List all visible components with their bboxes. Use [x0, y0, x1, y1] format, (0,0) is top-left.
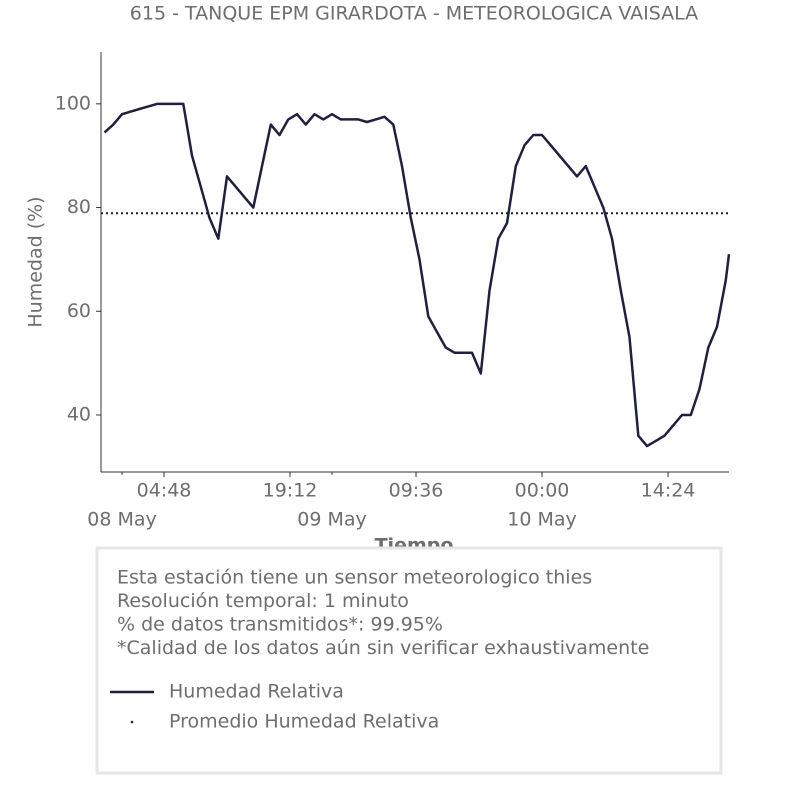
legend-label: Humedad Relativa	[169, 681, 344, 703]
humidity-line	[103, 102, 731, 448]
info-note: Resolución temporal: 1 minuto	[117, 590, 409, 612]
legend-label: Promedio Humedad Relativa	[169, 711, 439, 733]
y-tick-label: 80	[67, 196, 91, 218]
x-tick-label: 09:36	[389, 480, 444, 502]
x-minor-tick-label: 08 May	[87, 509, 157, 531]
info-box	[95, 546, 723, 775]
x-minor-tick-label: 09 May	[297, 509, 367, 531]
x-tick-label: 14:24	[641, 480, 696, 502]
x-tick-label: 04:48	[137, 480, 192, 502]
y-axis-label: Humedad (%)	[25, 196, 47, 327]
chart-title: 615 - TANQUE EPM GIRARDOTA - METEOROLOGI…	[130, 3, 698, 25]
x-minor-tick-label: 10 May	[507, 509, 577, 531]
y-tick-label: 100	[55, 92, 91, 114]
y-tick-label: 40	[67, 403, 91, 425]
y-tick-label: 60	[67, 300, 91, 322]
x-tick-label: 00:00	[515, 480, 570, 502]
info-note: *Calidad de los datos aún sin verificar …	[117, 637, 649, 659]
legend-dot-sample	[130, 720, 134, 724]
info-note: Esta estación tiene un sensor meteorolog…	[117, 567, 592, 589]
info-note: % de datos transmitidos*: 99.95%	[117, 614, 443, 636]
x-tick-label: 19:12	[263, 480, 318, 502]
